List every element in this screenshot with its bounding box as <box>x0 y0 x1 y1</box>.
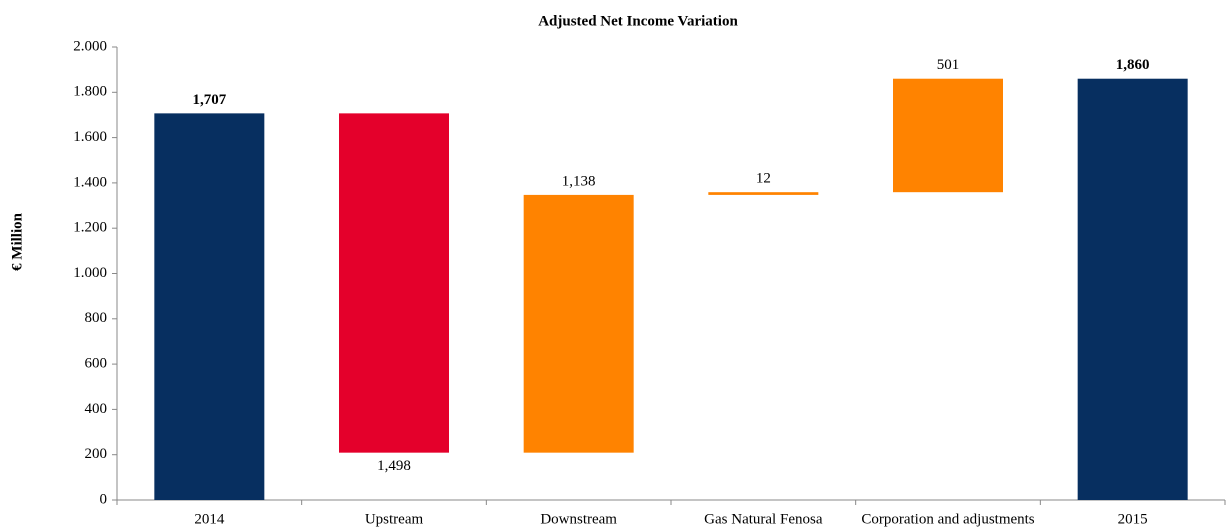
data-label: 501 <box>937 57 960 73</box>
chart-title: Adjusted Net Income Variation <box>538 13 738 29</box>
x-tick-label: 2015 <box>1118 511 1148 527</box>
x-tick-label: 2014 <box>194 511 225 527</box>
y-axis-label: € Million <box>9 212 25 271</box>
bar <box>523 194 634 453</box>
y-tick-label: 1.800 <box>73 84 107 100</box>
y-tick-label: 1.400 <box>73 174 107 190</box>
y-tick-label: 600 <box>85 356 108 372</box>
y-tick-label: 1.200 <box>73 220 107 236</box>
x-tick-label: Downstream <box>540 511 617 527</box>
y-tick-label: 1.000 <box>73 265 107 281</box>
y-tick-label: 2.000 <box>73 38 107 54</box>
data-label: 1,707 <box>192 92 226 108</box>
data-label: 1,138 <box>562 173 596 189</box>
x-tick-label: Upstream <box>365 511 424 527</box>
y-tick-label: 800 <box>85 310 108 326</box>
bar <box>154 113 265 500</box>
y-tick-label: 0 <box>100 491 108 507</box>
bar <box>893 78 1003 193</box>
data-label: 1,860 <box>1116 57 1150 73</box>
data-label: 12 <box>756 171 771 187</box>
y-tick-label: 1.600 <box>73 129 107 145</box>
data-label: 1,498 <box>377 458 411 474</box>
bar <box>1077 78 1188 501</box>
y-tick-label: 200 <box>85 446 108 462</box>
x-tick-label: Gas Natural Fenosa <box>704 511 823 527</box>
bar <box>339 113 449 453</box>
y-tick-label: 400 <box>85 401 108 417</box>
bar <box>708 192 819 195</box>
x-tick-label: Corporation and adjustments <box>861 511 1034 527</box>
